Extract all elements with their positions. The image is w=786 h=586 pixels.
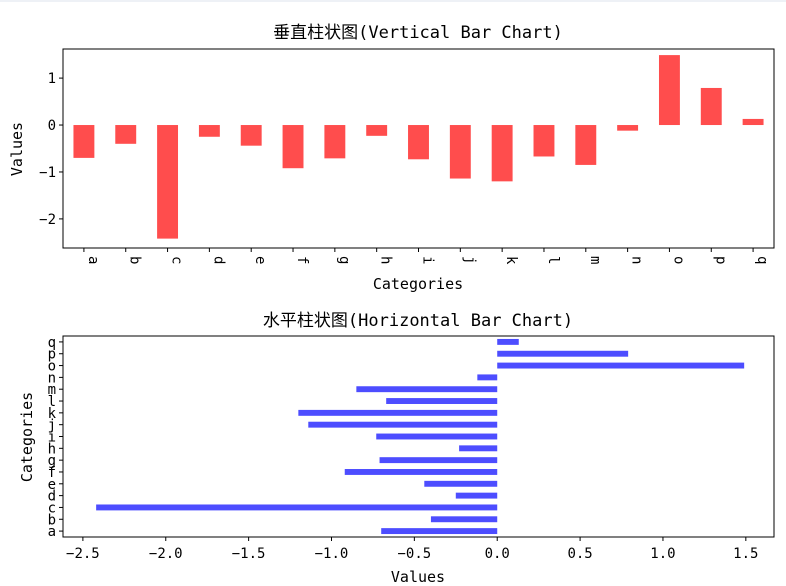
vertical-bar-k — [491, 125, 513, 182]
window-edge — [0, 0, 786, 2]
vertical-bar-j — [449, 125, 471, 179]
vertical-bar-a — [73, 125, 95, 158]
vertical-y-tick-label: −2 — [39, 212, 56, 228]
horizontal-x-tick-label: 0.0 — [485, 546, 510, 562]
vertical-bar-h — [366, 125, 388, 136]
vertical-bar-f — [282, 125, 304, 169]
vertical-x-tick-label: f — [294, 256, 310, 264]
horizontal-y-tick-label: k — [48, 406, 57, 422]
vertical-bar-q — [742, 118, 764, 126]
vertical-x-tick-label: h — [378, 256, 394, 264]
horizontal-chart-title: 水平柱状图(Horizontal Bar Chart) — [263, 311, 573, 331]
horizontal-x-tick-label: −1.5 — [232, 546, 266, 562]
horizontal-bar-n — [477, 374, 498, 381]
horizontal-y-tick-label: j — [48, 418, 56, 434]
vertical-x-tick-label: d — [210, 256, 226, 264]
horizontal-bar-m — [356, 386, 498, 393]
vertical-bar-e — [240, 125, 262, 146]
horizontal-y-tick-label: g — [48, 453, 56, 469]
horizontal-y-tick-label: i — [48, 430, 56, 446]
vertical-x-tick-label: k — [503, 256, 519, 265]
vertical-bar-c — [157, 125, 179, 239]
horizontal-bars — [96, 338, 745, 535]
horizontal-x-tick-label: 1.5 — [733, 546, 758, 562]
horizontal-x-tick-label: −1.0 — [315, 546, 349, 562]
vertical-y-tick-label: −1 — [39, 165, 56, 181]
horizontal-bar-g — [379, 457, 498, 464]
horizontal-y-tick-label: p — [48, 347, 56, 363]
horizontal-y-tick-label: c — [48, 500, 56, 516]
horizontal-bar-o — [497, 362, 745, 369]
vertical-y-axis-label: Values — [8, 122, 26, 176]
vertical-bars — [73, 55, 764, 239]
vertical-bar-m — [575, 125, 597, 165]
horizontal-y-tick-label: d — [48, 489, 56, 505]
horizontal-bar-k — [298, 409, 498, 416]
vertical-x-tick-label: g — [336, 256, 352, 264]
horizontal-y-tick-label: b — [48, 512, 56, 528]
horizontal-bar-f — [344, 469, 498, 475]
vertical-chart-title: 垂直柱状图(Vertical Bar Chart) — [273, 23, 563, 43]
horizontal-bar-a — [381, 528, 498, 535]
horizontal-plot-frame — [62, 335, 775, 538]
horizontal-bar-i — [376, 433, 498, 440]
vertical-x-axis-label: Categories — [373, 275, 463, 293]
vertical-bar-d — [198, 125, 220, 137]
vertical-bar-l — [533, 125, 555, 157]
vertical-x-tick-label: p — [712, 256, 728, 264]
vertical-x-tick-label: m — [587, 256, 603, 264]
vertical-bar-i — [408, 125, 429, 160]
horizontal-x-tick-label: −2.0 — [149, 546, 183, 562]
horizontal-x-tick-label: 0.5 — [567, 546, 592, 562]
horizontal-y-tick-label: h — [48, 441, 56, 457]
vertical-x-tick-label: n — [629, 256, 645, 264]
vertical-bar-chart: 垂直柱状图(Vertical Bar Chart) a b c d e f g h i j k l m n… — [8, 23, 775, 293]
vertical-x-tick-label: a — [85, 256, 101, 264]
horizontal-y-tick-label: n — [48, 370, 56, 386]
horizontal-bar-c — [96, 504, 498, 511]
horizontal-bar-chart: 水平柱状图(Horizontal Bar Chart) abcdefghijkl… — [18, 311, 775, 586]
horizontal-bar-q — [497, 338, 519, 345]
horizontal-y-tick-label: a — [48, 524, 56, 540]
vertical-ticks: a b c d e f g h i j k l m n o p q 1 0 −1 −2 — [39, 71, 770, 265]
horizontal-bar-b — [430, 516, 498, 523]
horizontal-y-tick-label: q — [48, 335, 56, 351]
vertical-x-tick-label: q — [754, 256, 770, 264]
horizontal-x-tick-label: −0.5 — [397, 546, 431, 562]
vertical-x-tick-label: b — [127, 256, 143, 264]
horizontal-x-tick-label: 1.0 — [650, 546, 675, 562]
horizontal-bar-l — [386, 398, 498, 404]
vertical-y-tick-label: 0 — [48, 118, 56, 134]
vertical-bar-n — [617, 125, 639, 131]
horizontal-y-tick-label: m — [48, 382, 56, 398]
vertical-bar-g — [324, 125, 346, 159]
horizontal-bar-j — [308, 421, 498, 428]
horizontal-x-tick-label: −2.5 — [66, 546, 100, 562]
vertical-x-tick-label: o — [670, 256, 686, 264]
horizontal-x-axis-label: Values — [391, 568, 445, 586]
vertical-x-tick-label: l — [545, 256, 561, 264]
horizontal-y-tick-label: o — [48, 359, 56, 375]
horizontal-bar-d — [455, 492, 498, 499]
horizontal-y-tick-label: l — [48, 394, 56, 410]
horizontal-bar-e — [424, 480, 498, 487]
vertical-x-tick-label: i — [420, 256, 436, 264]
horizontal-y-axis-label: Categories — [18, 392, 36, 482]
vertical-x-tick-label: j — [461, 256, 477, 264]
vertical-y-tick-label: 1 — [48, 71, 56, 87]
horizontal-y-tick-label: f — [48, 465, 56, 481]
horizontal-bar-h — [459, 445, 498, 452]
vertical-x-tick-label: e — [252, 256, 268, 264]
vertical-plot-frame — [62, 48, 775, 249]
vertical-bar-b — [115, 125, 137, 144]
vertical-bar-o — [658, 55, 680, 126]
vertical-bar-p — [700, 87, 722, 126]
horizontal-bar-p — [497, 350, 629, 357]
vertical-x-tick-label: c — [169, 256, 185, 264]
horizontal-y-tick-label: e — [48, 477, 56, 493]
